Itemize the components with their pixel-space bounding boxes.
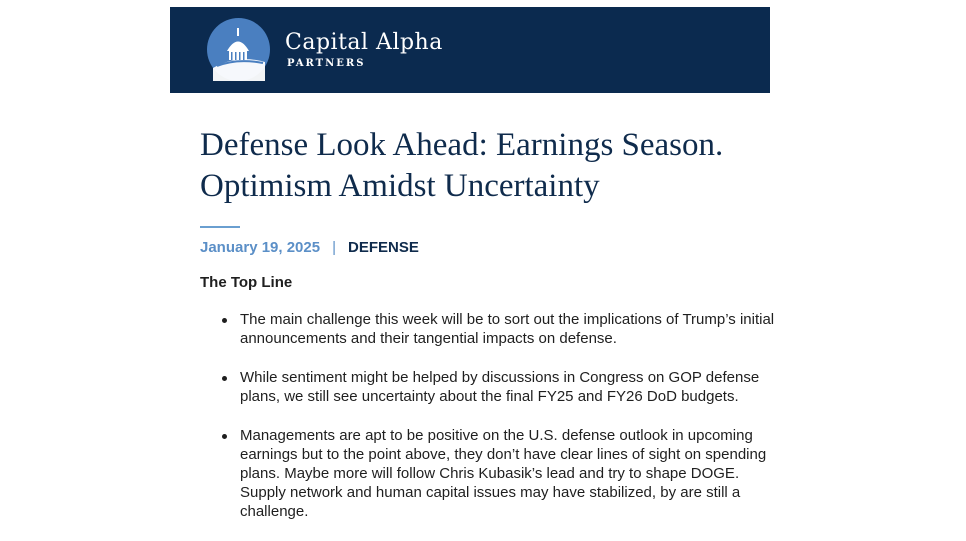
brand-name: Capital Alpha bbox=[285, 30, 443, 55]
section-heading: The Top Line bbox=[200, 274, 293, 291]
article-title-line-1: Defense Look Ahead: Earnings Season. bbox=[200, 127, 724, 163]
bullet-text: The main challenge this week will be to … bbox=[240, 311, 775, 347]
bullet-text: While sentiment might be helped by discu… bbox=[240, 369, 760, 405]
list-item: Managements are apt to be positive on th… bbox=[222, 426, 787, 521]
header-banner: Capital Alpha PARTNERS bbox=[170, 7, 770, 93]
bullet-icon bbox=[222, 318, 227, 323]
title-divider bbox=[200, 226, 240, 228]
bullet-list: The main challenge this week will be to … bbox=[222, 310, 787, 541]
article-title: Defense Look Ahead: Earnings Season. Opt… bbox=[200, 125, 820, 207]
article-title-line-2: Optimism Amidst Uncertainty bbox=[200, 168, 600, 204]
brand-subtitle: PARTNERS bbox=[287, 58, 366, 69]
article-meta: January 19, 2025 | DEFENSE bbox=[200, 239, 419, 256]
article-date: January 19, 2025 bbox=[200, 239, 321, 256]
bullet-icon bbox=[222, 376, 227, 381]
capitol-dome-icon bbox=[207, 18, 270, 81]
meta-separator: | bbox=[332, 239, 336, 256]
article-category[interactable]: DEFENSE bbox=[348, 239, 419, 256]
bullet-text: Managements are apt to be positive on th… bbox=[240, 427, 767, 520]
list-item: While sentiment might be helped by discu… bbox=[222, 368, 787, 406]
bullet-icon bbox=[222, 434, 227, 439]
list-item: The main challenge this week will be to … bbox=[222, 310, 787, 348]
